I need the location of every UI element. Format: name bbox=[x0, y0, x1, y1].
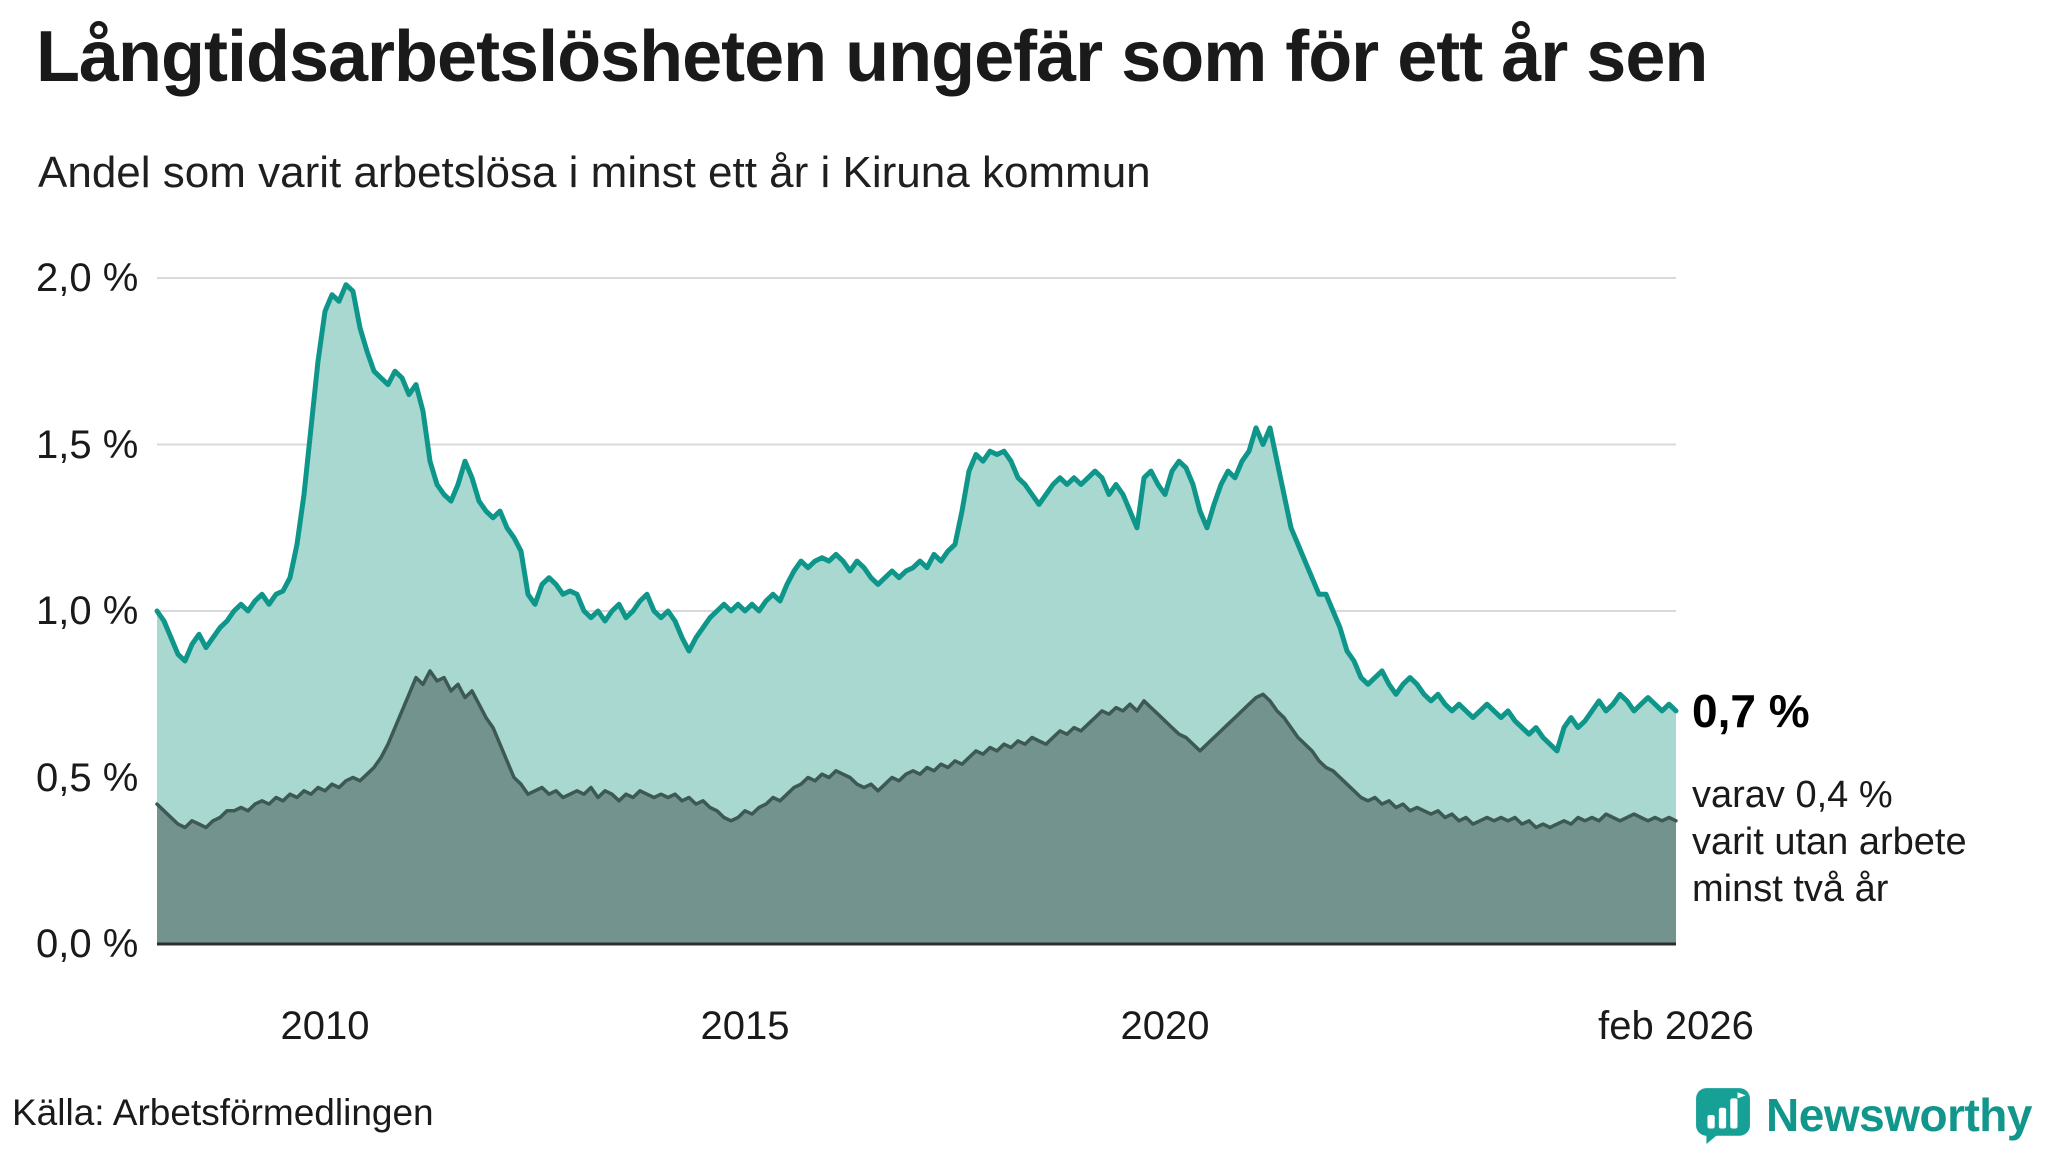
latest-value-label: 0,7 % bbox=[1692, 685, 1810, 737]
x-axis-label: 2010 bbox=[280, 1004, 370, 1048]
line-two-years bbox=[155, 669, 1678, 830]
two-year-note: varav 0,4 % varit utan arbete minst två … bbox=[1692, 772, 1967, 913]
chart-title: Långtidsarbetslösheten ungefär som för e… bbox=[36, 17, 1708, 97]
chart-subtitle: Andel som varit arbetslösa i minst ett å… bbox=[38, 148, 1151, 197]
y-axis-label: 0,5 % bbox=[36, 755, 139, 800]
newsworthy-brand: Newsworthy bbox=[1694, 1086, 2032, 1144]
y-axis-label: 1,0 % bbox=[36, 589, 139, 633]
newsworthy-wordmark: Newsworthy bbox=[1766, 1089, 2032, 1141]
newsworthy-logo-icon bbox=[1696, 1088, 1750, 1144]
area-two-years bbox=[157, 670, 1676, 944]
y-axis-label: 2,0 % bbox=[36, 256, 139, 300]
x-axis-label: 2015 bbox=[700, 1004, 790, 1048]
source-note: Källa: Arbetsförmedlingen bbox=[12, 1092, 434, 1133]
x-axis-label: 2020 bbox=[1120, 1004, 1210, 1048]
note-line: varav 0,4 % bbox=[1692, 774, 1893, 816]
note-line: minst två år bbox=[1692, 868, 1889, 910]
line-total bbox=[154, 282, 1679, 754]
y-axis-label: 1,5 % bbox=[36, 422, 139, 467]
x-axis-label: feb 2026 bbox=[1598, 1004, 1754, 1048]
note-line: varit utan arbete bbox=[1692, 821, 1967, 863]
y-axis-label: 0,0 % bbox=[36, 922, 139, 966]
